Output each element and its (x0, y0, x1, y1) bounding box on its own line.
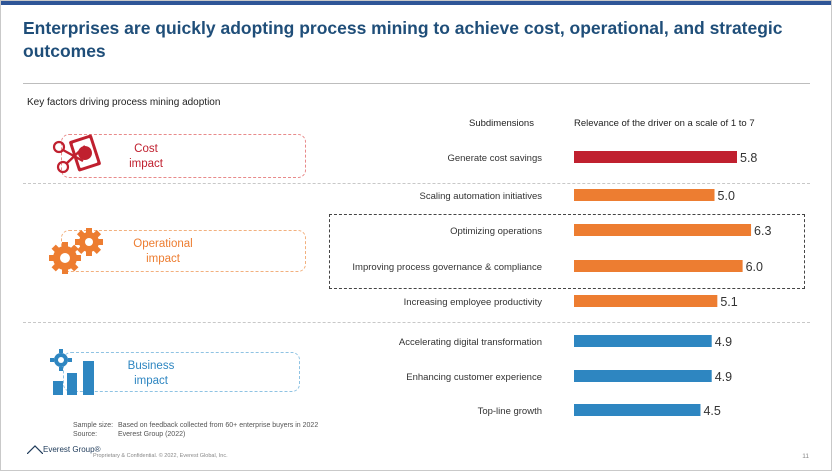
page-title: Enterprises are quickly adopting process… (23, 18, 783, 61)
group-separator (23, 183, 810, 184)
everest-logo: Everest Group® (26, 445, 101, 455)
source-label: Source: (73, 431, 98, 438)
cost-impact-line1: Cost (134, 143, 158, 155)
bar (574, 295, 718, 307)
bar (574, 189, 715, 201)
group-separator (23, 322, 810, 323)
subdimension-label: Improving process governance & complianc… (352, 262, 542, 273)
mountain-icon (26, 445, 44, 455)
sample-size-value: Based on feedback collected from 60+ ent… (118, 422, 319, 429)
bar (574, 335, 712, 347)
subdimension-label: Increasing employee productivity (404, 297, 543, 308)
source-value: Everest Group (2022) (118, 431, 186, 438)
subdimension-label: Generate cost savings (447, 153, 542, 164)
top-band (1, 1, 831, 5)
bar (574, 224, 752, 236)
subdimension-label: Enhancing customer experience (406, 372, 542, 383)
business-impact-box (63, 352, 300, 392)
sample-size-label: Sample size: (73, 422, 114, 429)
value-label: 5.8 (740, 151, 757, 165)
cost-impact-label: Cost impact (111, 142, 181, 172)
footer-text: Proprietary & Confidential. © 2022, Ever… (93, 453, 228, 459)
bar (574, 370, 712, 382)
subdimension-label: Top-line growth (478, 406, 542, 417)
value-label: 6.3 (754, 224, 771, 238)
subdimension-label: Scaling automation initiatives (419, 191, 542, 202)
title-divider (23, 83, 810, 84)
subdimensions-header: Subdimensions (469, 118, 534, 129)
operational-impact-line1: Operational (133, 238, 193, 250)
gears-icon (47, 226, 109, 283)
page-number: 11 (802, 453, 809, 460)
value-label: 5.0 (718, 189, 735, 203)
relevance-header: Relevance of the driver on a scale of 1 … (574, 118, 755, 129)
subdimension-label: Optimizing operations (450, 226, 542, 237)
bar (574, 260, 743, 272)
value-label: 4.9 (715, 335, 732, 349)
logo-text: Everest Group® (43, 445, 101, 454)
value-label: 4.9 (715, 370, 732, 384)
business-impact-line2: impact (134, 375, 168, 387)
value-label: 6.0 (746, 260, 763, 274)
growth-bars-icon (49, 349, 101, 402)
operational-impact-label: Operational impact (121, 237, 205, 267)
operational-impact-line2: impact (146, 253, 180, 265)
cost-impact-box (61, 134, 306, 178)
money-scissors-icon (49, 129, 105, 184)
value-label: 5.1 (720, 295, 737, 309)
bar (574, 404, 701, 416)
subdimension-label: Accelerating digital transformation (399, 337, 542, 348)
business-impact-line1: Business (127, 360, 175, 372)
value-label: 4.5 (703, 404, 720, 418)
bar (574, 151, 737, 163)
cost-impact-line2: impact (129, 158, 163, 170)
chart-subtitle: Key factors driving process mining adopt… (27, 97, 221, 108)
highlight-box (329, 214, 805, 289)
business-impact-label: Business impact (115, 359, 187, 389)
